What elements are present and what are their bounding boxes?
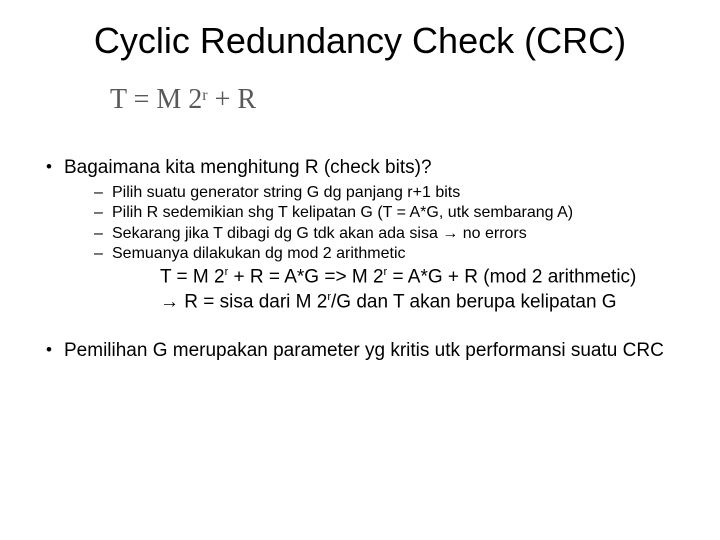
bullet-list-2: Pemilihan G merupakan parameter yg kriti… <box>36 339 684 364</box>
deriv-line-2: → R = sisa dari M 2r/G dan T akan berupa… <box>160 290 684 315</box>
bullet-list: Bagaimana kita menghitung R (check bits)… <box>36 156 684 315</box>
derivation: T = M 2r + R = A*G => M 2r = A*G + R (mo… <box>112 265 684 315</box>
deriv-line-1: T = M 2r + R = A*G => M 2r = A*G + R (mo… <box>160 265 684 290</box>
bullet-2: Pemilihan G merupakan parameter yg kriti… <box>46 339 684 364</box>
sub-4-text: Semuanya dilakukan dg mod 2 arithmetic <box>112 245 406 262</box>
sub-2: Pilih R sedemikian shg T kelipatan G (T … <box>94 203 684 223</box>
sub-list-1: Pilih suatu generator string G dg panjan… <box>64 183 684 315</box>
formula-post: + R <box>208 84 256 115</box>
bullet-1: Bagaimana kita menghitung R (check bits)… <box>46 156 684 315</box>
formula-exp: r <box>202 87 207 104</box>
sub-3: Sekarang jika T dibagi dg G tdk akan ada… <box>94 224 684 244</box>
m2a: → R = sisa dari M 2 <box>160 291 327 312</box>
sub-1: Pilih suatu generator string G dg panjan… <box>94 183 684 203</box>
m1b: + R = A*G => M 2 <box>228 266 383 287</box>
spacer <box>36 317 684 339</box>
m2b: /G dan T akan berupa kelipatan G <box>331 291 617 312</box>
main-formula: T = M 2r + R <box>110 84 684 116</box>
m1c: = A*G + R (mod 2 arithmetic) <box>387 266 636 287</box>
slide-title: Cyclic Redundancy Check (CRC) <box>36 20 684 62</box>
bullet-1-text: Bagaimana kita menghitung R (check bits)… <box>64 157 432 178</box>
m1a: T = M 2 <box>160 266 225 287</box>
formula-pre: T = M 2 <box>110 84 202 115</box>
slide: Cyclic Redundancy Check (CRC) T = M 2r +… <box>0 0 720 540</box>
sub-4: Semuanya dilakukan dg mod 2 arithmetic T… <box>94 244 684 315</box>
